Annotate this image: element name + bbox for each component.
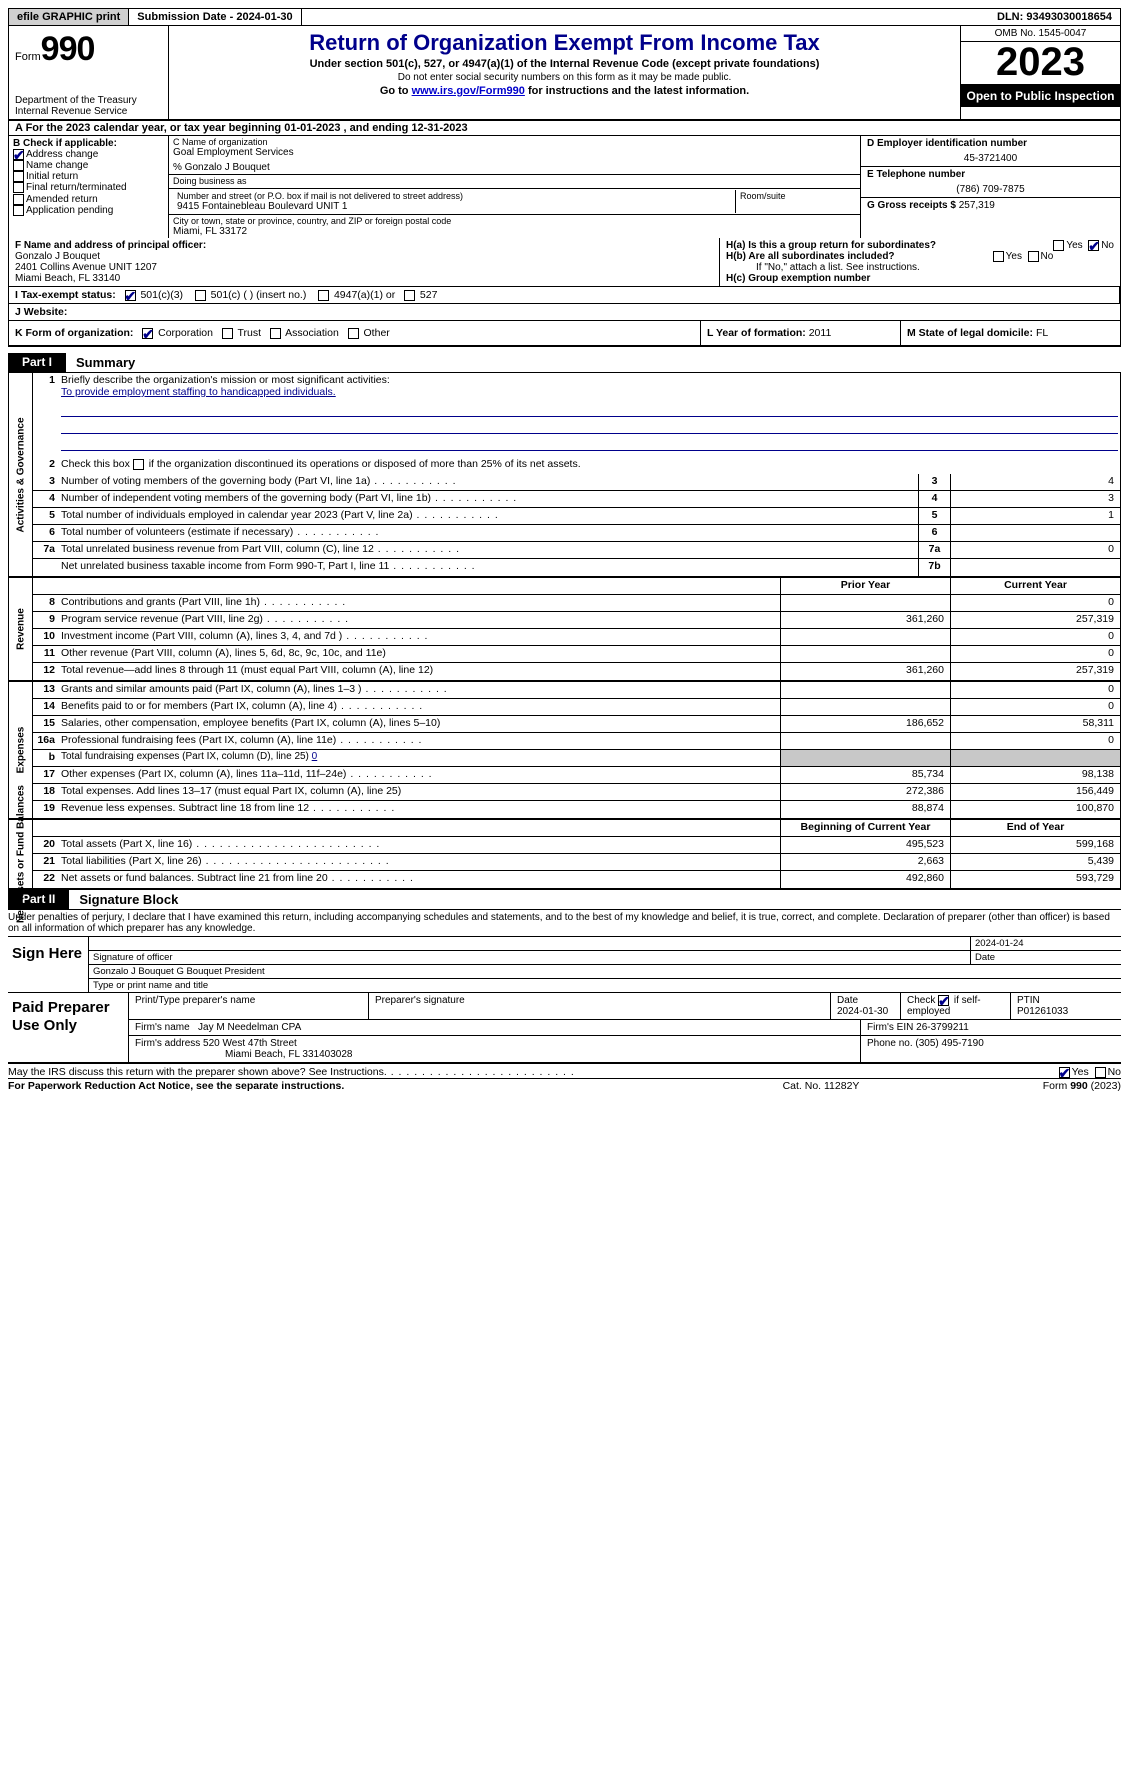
group-return-h: H(a) Is this a group return for subordin… xyxy=(720,238,1120,286)
paid-preparer-block: Paid Preparer Use Only Print/Type prepar… xyxy=(8,993,1121,1064)
vlabel-net-assets: Net Assets or Fund Balances xyxy=(9,820,33,888)
prep-date: 2024-01-30 xyxy=(837,1006,888,1017)
chk-hb-no[interactable] xyxy=(1028,251,1039,262)
col-current-year: Current Year xyxy=(950,578,1120,594)
chk-ha-yes[interactable] xyxy=(1053,240,1064,251)
city-state-zip: Miami, FL 33172 xyxy=(173,226,856,237)
chk-address-change[interactable] xyxy=(13,149,24,160)
chk-corp[interactable] xyxy=(142,328,153,339)
top-bar: efile GRAPHIC print Submission Date - 20… xyxy=(8,8,1121,26)
vlabel-governance: Activities & Governance xyxy=(9,373,33,576)
col-begin-year: Beginning of Current Year xyxy=(780,820,950,836)
cat-no: Cat. No. 11282Y xyxy=(721,1080,921,1092)
footer-line: For Paperwork Reduction Act Notice, see … xyxy=(8,1078,1121,1092)
open-to-public: Open to Public Inspection xyxy=(961,85,1120,107)
chk-ha-no[interactable] xyxy=(1088,240,1099,251)
discuss-row: May the IRS discuss this return with the… xyxy=(8,1064,1121,1078)
chk-501c3[interactable] xyxy=(125,290,136,301)
chk-name-change[interactable] xyxy=(13,160,24,171)
vlabel-revenue: Revenue xyxy=(9,578,33,680)
chk-initial-return[interactable] xyxy=(13,171,24,182)
form-title: Return of Organization Exempt From Incom… xyxy=(175,30,954,56)
mission-text: To provide employment staffing to handic… xyxy=(61,386,336,398)
state-domicile: M State of legal domicile: FL xyxy=(900,321,1120,345)
org-name: Goal Employment Services xyxy=(173,147,856,158)
chk-hb-yes[interactable] xyxy=(993,251,1004,262)
sign-here-block: Sign Here 2024-01-24 Signature of office… xyxy=(8,936,1121,993)
chk-4947[interactable] xyxy=(318,290,329,301)
firm-address: 520 West 47th Street xyxy=(203,1038,297,1049)
subtitle-3: Go to www.irs.gov/Form990 for instructio… xyxy=(175,85,954,97)
chk-self-employed[interactable] xyxy=(938,995,949,1006)
val-line5: 1 xyxy=(950,508,1120,524)
irs-link[interactable]: www.irs.gov/Form990 xyxy=(412,85,525,97)
form-of-org: K Form of organization: Corporation Trus… xyxy=(9,321,700,345)
form-word: Form xyxy=(15,51,41,63)
tax-exempt-status: I Tax-exempt status: 501(c)(3) 501(c) ( … xyxy=(9,287,1120,303)
val-line3: 4 xyxy=(950,474,1120,490)
subtitle-1: Under section 501(c), 527, or 4947(a)(1)… xyxy=(175,58,954,70)
part-2-header: Part II Signature Block xyxy=(8,890,1121,910)
row-a-tax-year: A For the 2023 calendar year, or tax yea… xyxy=(8,121,1121,136)
chk-discontinued[interactable] xyxy=(133,459,144,470)
form-header: Form990 Department of the TreasuryIntern… xyxy=(8,26,1121,121)
year-formation: L Year of formation: 2011 xyxy=(700,321,900,345)
val-line4: 3 xyxy=(950,491,1120,507)
firm-name: Jay M Needelman CPA xyxy=(198,1022,301,1033)
care-of: % Gonzalo J Bouquet xyxy=(173,162,856,173)
website-row: J Website: xyxy=(9,304,1120,320)
officer-name: Gonzalo J Bouquet G Bouquet President xyxy=(89,965,1121,978)
form-ref: Form 990 (2023) xyxy=(921,1080,1121,1092)
gross-receipts: 257,319 xyxy=(959,200,995,211)
chk-final-return[interactable] xyxy=(13,182,24,193)
efile-print-button[interactable]: efile GRAPHIC print xyxy=(9,9,129,25)
subtitle-2: Do not enter social security numbers on … xyxy=(175,72,954,83)
chk-trust[interactable] xyxy=(222,328,233,339)
val-line6 xyxy=(950,525,1120,541)
firm-ein: 26-3799211 xyxy=(916,1022,969,1033)
col-b-checkboxes: B Check if applicable: Address change Na… xyxy=(9,136,169,238)
ptin: P01261033 xyxy=(1017,1006,1068,1017)
form-number: 990 xyxy=(41,30,95,68)
firm-phone: (305) 495-7190 xyxy=(915,1038,983,1049)
chk-discuss-yes[interactable] xyxy=(1059,1067,1070,1078)
chk-other-org[interactable] xyxy=(348,328,359,339)
val-line7b xyxy=(950,559,1120,576)
chk-527[interactable] xyxy=(404,290,415,301)
ein: 45-3721400 xyxy=(867,153,1114,164)
chk-amended[interactable] xyxy=(13,194,24,205)
telephone: (786) 709-7875 xyxy=(867,184,1114,195)
part-1-header: Part I Summary xyxy=(8,353,1121,373)
signature-declaration: Under penalties of perjury, I declare th… xyxy=(8,910,1121,936)
chk-discuss-no[interactable] xyxy=(1095,1067,1106,1078)
principal-officer: F Name and address of principal officer:… xyxy=(9,238,720,286)
chk-assoc[interactable] xyxy=(270,328,281,339)
sig-date: 2024-01-24 xyxy=(971,937,1121,950)
chk-app-pending[interactable] xyxy=(13,205,24,216)
val-line7a: 0 xyxy=(950,542,1120,558)
dln: DLN: 93493030018654 xyxy=(989,9,1120,25)
col-d-ein-tel: D Employer identification number45-37214… xyxy=(860,136,1120,238)
street-address: 9415 Fontainebleau Boulevard UNIT 1 xyxy=(177,201,731,212)
col-c-org-info: C Name of organizationGoal Employment Se… xyxy=(169,136,860,238)
tax-year: 2023 xyxy=(961,42,1120,85)
col-end-year: End of Year xyxy=(950,820,1120,836)
submission-date: Submission Date - 2024-01-30 xyxy=(129,9,301,25)
dept-treasury: Department of the TreasuryInternal Reven… xyxy=(15,95,162,117)
col-prior-year: Prior Year xyxy=(780,578,950,594)
chk-501c-other[interactable] xyxy=(195,290,206,301)
